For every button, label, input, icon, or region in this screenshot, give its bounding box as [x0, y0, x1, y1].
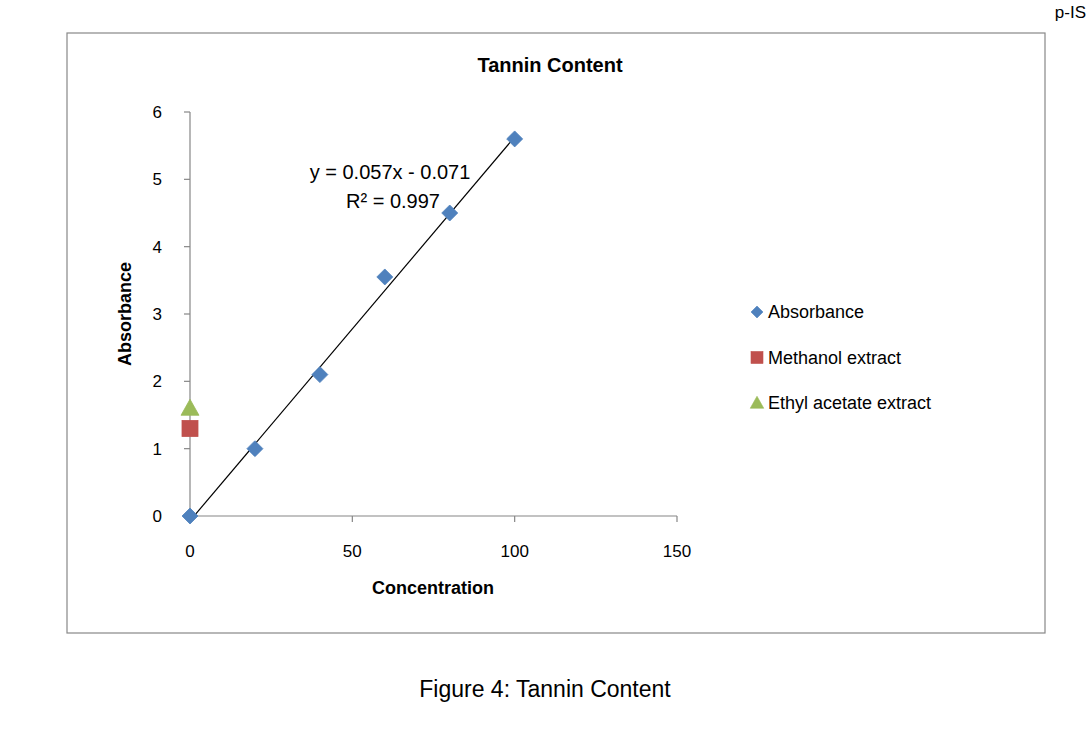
x-tick-label: 0 — [185, 542, 194, 561]
y-axis-label: Absorbance — [115, 262, 135, 366]
markers-group — [181, 131, 523, 524]
y-tick-label: 0 — [153, 507, 162, 526]
x-tick — [676, 516, 677, 522]
figure-caption: Figure 4: Tannin Content — [419, 676, 671, 702]
legend-label: Ethyl acetate extract — [768, 393, 931, 413]
y-tick-label: 1 — [153, 440, 162, 459]
page-mark: p-IS — [1055, 3, 1086, 22]
point — [181, 399, 199, 415]
x-axis — [190, 515, 677, 516]
x-tick-label: 50 — [343, 542, 362, 561]
legend-marker — [751, 306, 763, 318]
y-tick — [184, 246, 190, 247]
chart: Tannin Content 0 1 2 3 4 5 6 0 50 100 150 Concentrat… — [0, 0, 1090, 735]
trendline-equation: y = 0.057x - 0.071 — [310, 161, 471, 183]
y-tick — [184, 448, 190, 449]
x-tick-label: 100 — [500, 542, 528, 561]
point — [442, 205, 458, 221]
trendline-r2: R² = 0.997 — [346, 190, 440, 212]
y-tick-label: 2 — [153, 372, 162, 391]
trendline-group — [190, 137, 515, 516]
y-tick-label: 5 — [153, 170, 162, 189]
y-tick — [184, 111, 190, 112]
legend-marker — [751, 352, 763, 364]
x-tick-label: 150 — [663, 542, 691, 561]
x-axis-label: Concentration — [372, 578, 494, 598]
x-tick — [352, 516, 353, 522]
point — [247, 441, 263, 457]
y-tick — [184, 179, 190, 180]
legend: Absorbance Methanol extract Ethyl acetate … — [750, 302, 931, 413]
chart-title: Tannin Content — [477, 54, 622, 76]
point — [182, 508, 198, 524]
y-tick-label: 6 — [153, 103, 162, 122]
y-tick — [184, 313, 190, 314]
legend-label: Absorbance — [768, 302, 864, 322]
point — [507, 131, 523, 147]
y-tick — [184, 381, 190, 382]
point — [182, 420, 198, 436]
y-tick-label: 3 — [153, 305, 162, 324]
chart-frame — [67, 33, 1045, 633]
trendline — [190, 137, 515, 516]
y-tick-label: 4 — [153, 238, 162, 257]
point — [377, 269, 393, 285]
x-tick — [514, 516, 515, 522]
legend-label: Methanol extract — [768, 348, 901, 368]
point — [312, 367, 328, 383]
legend-marker — [750, 396, 764, 408]
